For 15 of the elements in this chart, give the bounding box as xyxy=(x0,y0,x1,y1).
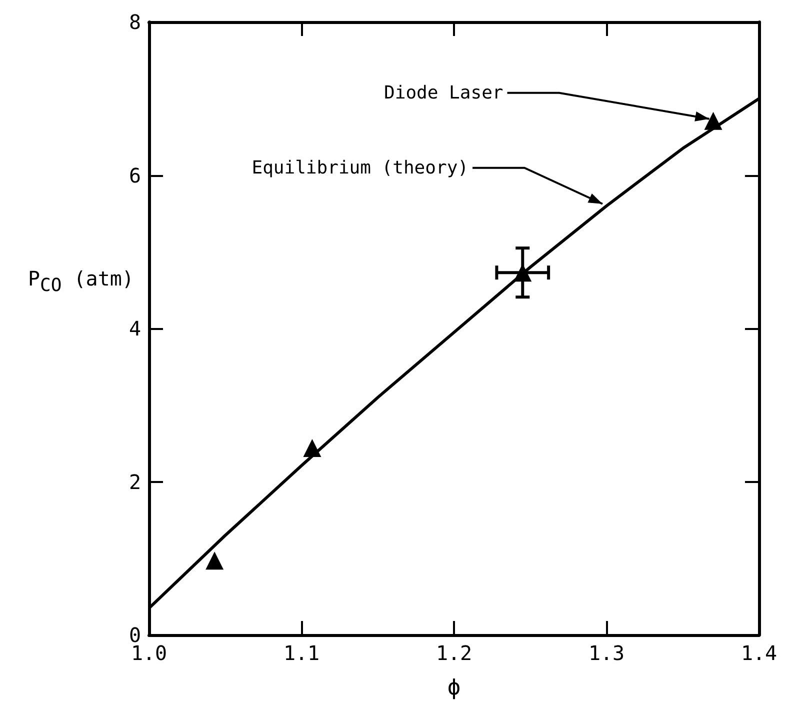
y-tick-label: 4 xyxy=(128,316,141,340)
y-tick-label: 2 xyxy=(128,470,141,494)
annotation: Diode Laser xyxy=(384,82,504,104)
x-tick-label: 1.4 xyxy=(740,641,778,665)
y-tick-label: 6 xyxy=(128,163,141,188)
y-tick-label: 8 xyxy=(128,10,141,34)
x-tick-label: 1.1 xyxy=(283,641,320,665)
x-axis-title: ϕ xyxy=(447,676,461,700)
x-tick-label: 1.0 xyxy=(130,641,168,665)
x-tick-label: 1.3 xyxy=(588,641,625,665)
point xyxy=(704,112,722,130)
point xyxy=(303,439,322,458)
x-tick-label: 1.2 xyxy=(436,641,472,665)
annotation: Equilibrium (theory) xyxy=(252,157,468,178)
point xyxy=(206,552,224,570)
